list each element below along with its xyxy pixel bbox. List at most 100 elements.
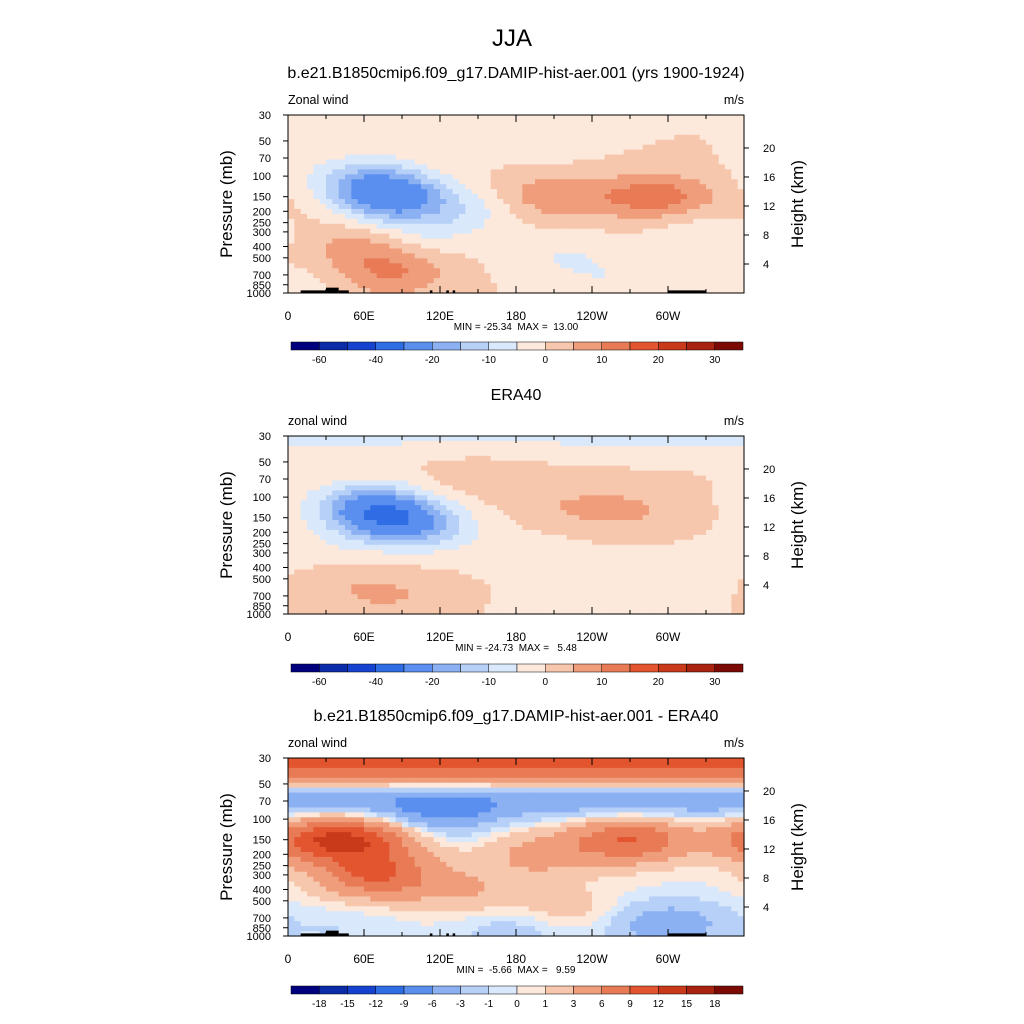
contour-cell	[402, 559, 409, 566]
contour-cell	[332, 283, 340, 289]
contour-cell	[446, 144, 454, 151]
contour-cell	[471, 539, 479, 546]
contour-cell	[408, 574, 416, 580]
contour-cell	[522, 500, 530, 506]
contour-cell	[427, 579, 435, 585]
contour-cell	[402, 450, 409, 457]
contour-cell	[389, 450, 397, 457]
contour-cell	[452, 144, 460, 151]
contour-cell	[560, 124, 568, 131]
contour-cell	[737, 184, 745, 190]
contour-cell	[516, 455, 523, 462]
contour-cell	[516, 500, 523, 506]
contour-cell	[402, 139, 409, 146]
contour-cell	[465, 233, 473, 240]
contour-cell	[604, 539, 612, 546]
contour-cell	[465, 450, 473, 457]
contour-cell	[383, 559, 390, 566]
contour-cell	[661, 258, 669, 264]
contour-cell	[661, 119, 669, 126]
contour-cell	[598, 263, 606, 269]
contour-cell	[307, 475, 314, 482]
contour-cell	[471, 184, 479, 190]
contour-cell	[300, 283, 308, 289]
contour-cell	[490, 495, 498, 501]
contour-cell	[579, 515, 587, 521]
contour-cell	[655, 194, 663, 200]
contour-cell	[465, 268, 473, 274]
contour-cell	[611, 194, 618, 200]
contour-cell	[288, 288, 295, 294]
contour-cell	[731, 465, 739, 472]
contour-cell	[478, 480, 485, 487]
contour-cell	[604, 480, 612, 487]
contour-cell	[338, 584, 346, 590]
contour-cell	[737, 208, 745, 215]
contour-cell	[383, 475, 390, 482]
contour-cell	[547, 278, 555, 284]
contour-cell	[446, 154, 454, 161]
contour-cell	[516, 549, 523, 556]
contour-cell	[300, 510, 308, 516]
contour-cell	[433, 500, 441, 506]
contour-cell	[598, 520, 606, 526]
contour-cell	[351, 134, 359, 141]
contour-cell	[332, 179, 340, 185]
contour-cell	[516, 159, 523, 166]
contour-cell	[573, 258, 580, 264]
colorbar-box	[432, 341, 461, 351]
contour-cell	[357, 169, 365, 175]
contour-cell	[471, 253, 479, 259]
contour-cell	[313, 589, 321, 595]
contour-cell	[693, 174, 701, 180]
contour-cell	[579, 490, 587, 496]
contour-cell	[611, 115, 618, 121]
contour-cell	[452, 283, 460, 289]
contour-cell	[484, 554, 492, 561]
contour-cell	[300, 243, 308, 250]
contour-cell	[661, 589, 669, 595]
colorbar-box	[488, 341, 518, 351]
contour-cell	[459, 129, 466, 136]
contour-cell	[598, 248, 606, 255]
contour-cell	[579, 273, 587, 279]
contour-cell	[731, 253, 739, 259]
contour-cell	[655, 534, 663, 541]
contour-cell	[731, 485, 739, 491]
contour-cell	[535, 194, 542, 200]
contour-cell	[459, 154, 466, 161]
contour-cell	[459, 253, 466, 259]
contour-cell	[357, 154, 365, 161]
contour-cell	[503, 539, 511, 546]
contour-cell	[490, 208, 498, 215]
contour-cell	[674, 174, 682, 180]
contour-cell	[699, 189, 707, 195]
contour-cell	[509, 584, 517, 590]
contour-cell	[338, 574, 346, 580]
contour-cell	[573, 263, 580, 269]
contour-cell	[376, 154, 384, 161]
contour-cell	[509, 213, 517, 220]
contour-cell	[478, 529, 485, 536]
contour-cell	[427, 154, 435, 161]
contour-cell	[408, 505, 416, 511]
contour-cell	[598, 213, 606, 220]
contour-cell	[427, 149, 435, 156]
contour-cell	[421, 263, 428, 269]
contour-cell	[522, 174, 530, 180]
contour-cell	[617, 149, 625, 156]
contour-cell	[680, 544, 688, 551]
contour-cell	[433, 589, 441, 595]
contour-cell	[712, 574, 720, 580]
contour-cell	[706, 174, 713, 180]
contour-cell	[528, 529, 536, 536]
contour-cell	[541, 228, 549, 235]
contour-cell	[490, 450, 498, 457]
contour-cell	[693, 584, 701, 590]
contour-cell	[351, 144, 359, 151]
contour-cell	[326, 450, 333, 457]
contour-cell	[300, 204, 308, 210]
contour-cell	[300, 263, 308, 269]
contour-cell	[338, 475, 346, 482]
contour-cell	[516, 475, 523, 482]
